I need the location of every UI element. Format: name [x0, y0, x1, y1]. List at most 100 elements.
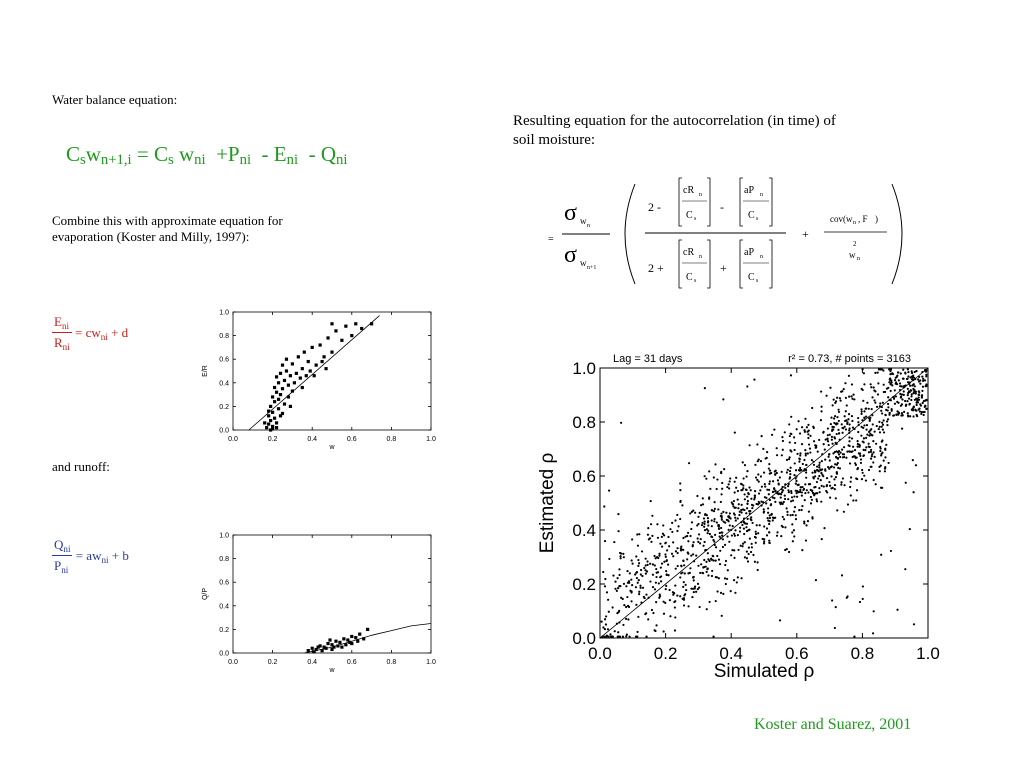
data-point [781, 515, 784, 519]
data-point [785, 507, 788, 510]
data-point [906, 414, 910, 417]
data-point [697, 522, 700, 526]
data-point [807, 491, 810, 494]
data-point [919, 382, 922, 385]
data-point [692, 587, 695, 590]
data-point [826, 437, 829, 440]
data-point [871, 632, 875, 635]
svg-text:s: s [756, 216, 759, 222]
data-point [759, 460, 763, 463]
data-point [887, 461, 890, 465]
data-point [915, 397, 918, 400]
data-point [712, 555, 715, 558]
data-point [743, 498, 746, 501]
data-point [271, 395, 275, 399]
data-point [717, 558, 721, 561]
data-point [781, 439, 785, 443]
data-point [653, 564, 656, 567]
data-point [731, 549, 734, 552]
data-point [651, 514, 654, 517]
data-point [627, 618, 630, 621]
data-point [728, 540, 731, 543]
data-point [659, 566, 662, 569]
data-point [844, 396, 847, 399]
data-point [768, 480, 771, 483]
data-point [760, 435, 763, 438]
sigma-bottom: σ [564, 242, 577, 268]
data-point [728, 487, 731, 490]
data-point [834, 463, 837, 466]
data-point [640, 601, 643, 604]
data-point [902, 377, 905, 380]
data-point [749, 550, 753, 554]
data-point [620, 596, 623, 599]
data-point [803, 429, 806, 432]
svg-text:): ) [875, 214, 878, 224]
data-point [616, 577, 619, 580]
data-point [880, 553, 883, 556]
data-point [284, 369, 289, 373]
data-point [811, 471, 814, 474]
data-point [833, 626, 836, 630]
data-point [762, 447, 765, 450]
data-point [862, 441, 865, 444]
data-point [895, 413, 898, 417]
data-point [815, 500, 819, 503]
data-point [707, 529, 710, 532]
data-point [749, 489, 752, 492]
svg-text:s: s [694, 216, 697, 222]
data-point [646, 533, 650, 536]
data-point [825, 394, 828, 397]
data-point [889, 549, 893, 553]
svg-text:C: C [748, 272, 755, 283]
data-point [672, 541, 675, 544]
data-point [808, 483, 812, 486]
data-point [876, 371, 879, 374]
data-point [925, 375, 928, 378]
data-point [908, 527, 911, 531]
data-point [736, 534, 739, 537]
data-point [922, 400, 925, 403]
data-point [756, 478, 759, 482]
data-point [682, 536, 685, 540]
data-point [780, 488, 783, 491]
data-point [821, 453, 824, 456]
data-point [870, 455, 873, 458]
data-point [647, 538, 650, 541]
data-point [912, 392, 916, 395]
data-point [813, 494, 816, 497]
data-point [739, 526, 742, 529]
data-point [748, 537, 751, 540]
data-point [736, 576, 739, 579]
data-point [638, 593, 641, 596]
data-point [775, 534, 779, 537]
data-point [766, 488, 769, 491]
data-point [744, 488, 748, 491]
data-point [821, 468, 824, 471]
data-point [836, 396, 839, 399]
data-point [370, 322, 374, 326]
data-point [630, 559, 633, 562]
data-point [743, 493, 746, 496]
data-point [834, 422, 837, 425]
data-point [864, 449, 867, 452]
data-point [652, 611, 655, 615]
data-point [605, 591, 609, 594]
data-point [679, 482, 682, 485]
data-point [807, 436, 810, 440]
data-point [871, 453, 874, 456]
data-point [694, 511, 697, 514]
data-point [877, 368, 881, 371]
data-point [665, 570, 668, 573]
data-point [785, 471, 789, 474]
data-point [790, 491, 793, 495]
data-point [811, 517, 814, 520]
data-point [791, 523, 794, 526]
data-point [911, 459, 914, 462]
data-point [631, 538, 634, 541]
x-tick-label: 0.2 [654, 644, 678, 663]
data-point [839, 399, 842, 402]
data-point [736, 498, 739, 501]
data-point [645, 635, 648, 638]
x-tick-label: 0.2 [268, 436, 278, 443]
